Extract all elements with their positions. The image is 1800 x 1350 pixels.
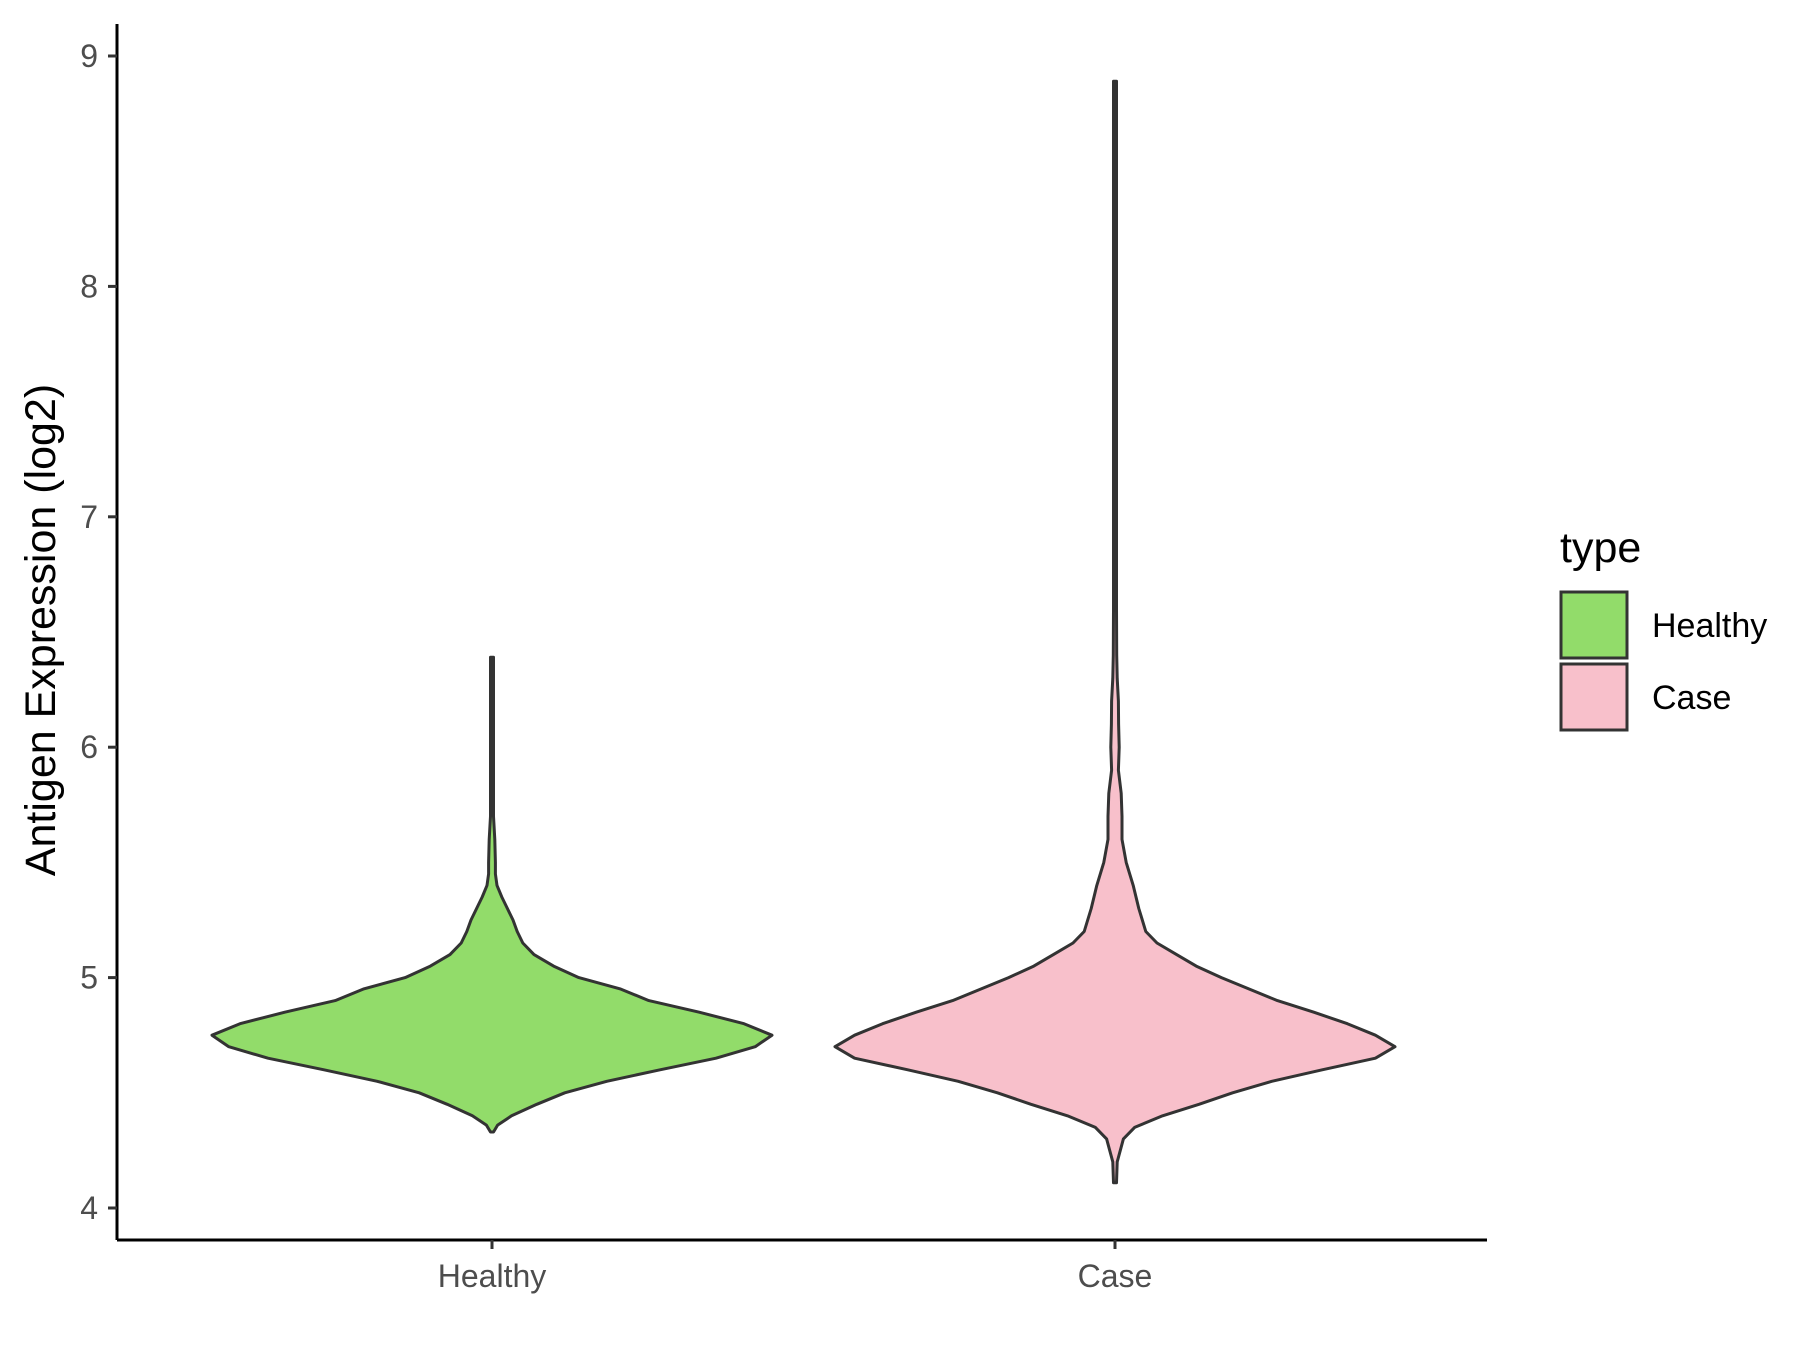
violins-layer xyxy=(210,79,1397,1185)
legend-label-healthy: Healthy xyxy=(1652,607,1767,645)
legend-title: type xyxy=(1560,524,1641,572)
y-axis-title: Antigen Expression (log2) xyxy=(17,384,65,876)
legend-swatch-healthy xyxy=(1559,590,1629,660)
violin-healthy xyxy=(210,655,774,1134)
y-tick-label: 7 xyxy=(80,499,98,535)
y-tick-label: 6 xyxy=(80,729,98,765)
y-tick-label: 4 xyxy=(80,1190,98,1226)
legend: type Healthy Case xyxy=(1559,524,1767,732)
x-tick-label: Case xyxy=(1078,1258,1153,1294)
legend-swatch-case xyxy=(1559,662,1629,732)
x-ticks: Healthy Case xyxy=(438,1240,1153,1294)
axes-layer xyxy=(115,24,1487,1242)
violin-case xyxy=(833,79,1397,1185)
y-tick-label: 8 xyxy=(80,268,98,304)
x-tick-label: Healthy xyxy=(438,1258,547,1294)
y-ticks: 4 5 6 7 8 9 xyxy=(80,38,117,1226)
y-tick-label: 5 xyxy=(80,960,98,996)
legend-label-case: Case xyxy=(1652,679,1731,717)
y-tick-label: 9 xyxy=(80,38,98,74)
